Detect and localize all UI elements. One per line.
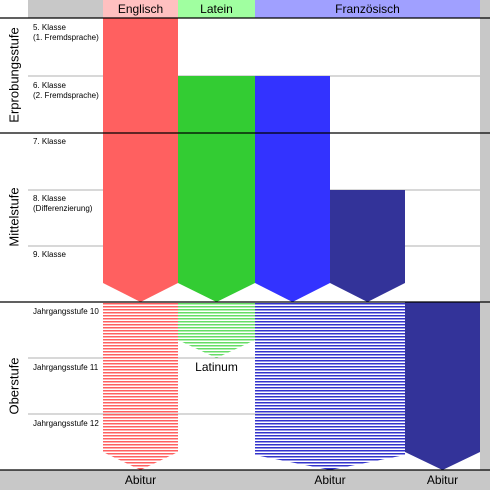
row-label: (Differenzierung): [33, 204, 93, 213]
row-label: Jahrgangsstufe 11: [33, 363, 99, 372]
header-englisch: [103, 0, 178, 18]
header-franzoesisch: [255, 0, 480, 18]
header-latein: [178, 0, 255, 18]
row-label: (2. Fremdsprache): [33, 91, 99, 100]
englisch-oberstufe: [103, 302, 178, 470]
row-label: 5. Klasse: [33, 23, 66, 32]
latein-oberstufe: [178, 302, 255, 358]
section: Erprobungsstufe: [6, 27, 21, 122]
abitur-label: Abitur: [314, 473, 345, 487]
franzoesisch-diff-bar: [330, 190, 405, 302]
abitur-label: Abitur: [427, 473, 458, 487]
section: Oberstufe: [6, 357, 21, 414]
franzoesisch-oberstufe: [255, 302, 405, 470]
row-label: Jahrgangsstufe 10: [33, 307, 99, 316]
subject: Französisch: [335, 2, 400, 16]
section-column: [0, 0, 28, 470]
row-label: 8. Klasse: [33, 194, 66, 203]
row-label: (1. Fremdsprache): [33, 33, 99, 42]
row-label: Jahrgangsstufe 12: [33, 419, 99, 428]
row-label: 7. Klasse: [33, 137, 66, 146]
section-lines: [0, 17, 490, 471]
latein-bar: [178, 76, 255, 302]
row-label: 9. Klasse: [33, 250, 66, 259]
englisch-bar: [103, 18, 178, 302]
footer: [0, 470, 490, 490]
right-strip: [480, 0, 490, 490]
abitur-label: Abitur: [125, 473, 156, 487]
subject: Englisch: [118, 2, 163, 16]
section: Mittelstufe: [6, 187, 21, 246]
franzoesisch-bar: [255, 76, 330, 302]
latinum-label: Latinum: [195, 360, 238, 374]
franzoesisch-neu-oberstufe: [405, 302, 480, 470]
subject: Latein: [200, 2, 233, 16]
row-label: 6. Klasse: [33, 81, 66, 90]
